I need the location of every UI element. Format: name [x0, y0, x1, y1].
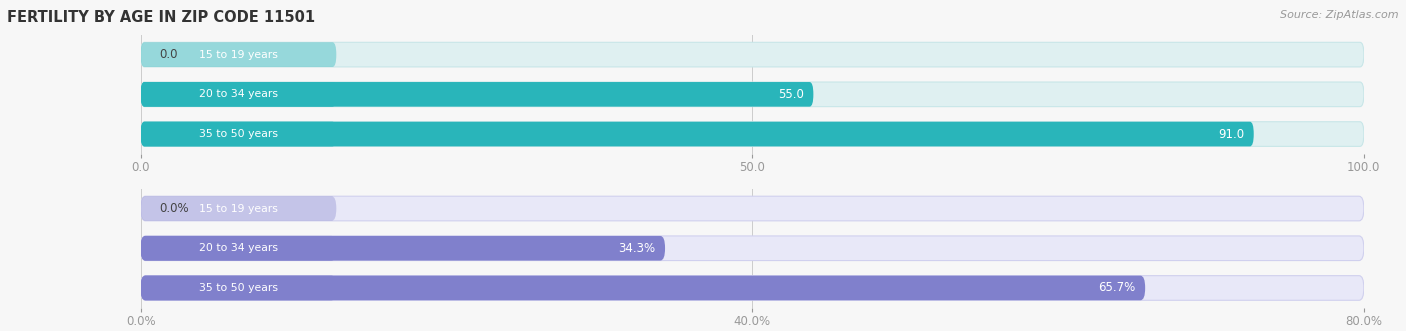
Text: 65.7%: 65.7% [1098, 281, 1136, 295]
Text: 55.0: 55.0 [778, 88, 804, 101]
FancyBboxPatch shape [141, 122, 1254, 146]
FancyBboxPatch shape [141, 42, 336, 67]
FancyBboxPatch shape [141, 122, 336, 146]
FancyBboxPatch shape [141, 196, 336, 221]
Text: FERTILITY BY AGE IN ZIP CODE 11501: FERTILITY BY AGE IN ZIP CODE 11501 [7, 10, 315, 25]
Text: 0.0: 0.0 [159, 48, 177, 61]
FancyBboxPatch shape [141, 82, 336, 107]
Text: 91.0: 91.0 [1218, 127, 1244, 141]
FancyBboxPatch shape [141, 236, 665, 260]
Text: Source: ZipAtlas.com: Source: ZipAtlas.com [1281, 10, 1399, 20]
FancyBboxPatch shape [141, 276, 336, 300]
FancyBboxPatch shape [141, 236, 1364, 260]
Text: 35 to 50 years: 35 to 50 years [200, 283, 278, 293]
FancyBboxPatch shape [141, 276, 1144, 300]
Text: 15 to 19 years: 15 to 19 years [200, 50, 278, 60]
FancyBboxPatch shape [141, 276, 1364, 300]
FancyBboxPatch shape [141, 82, 814, 107]
FancyBboxPatch shape [141, 196, 1364, 221]
Text: 20 to 34 years: 20 to 34 years [200, 89, 278, 99]
FancyBboxPatch shape [141, 122, 1364, 146]
Text: 20 to 34 years: 20 to 34 years [200, 243, 278, 253]
Text: 34.3%: 34.3% [619, 242, 655, 255]
Text: 35 to 50 years: 35 to 50 years [200, 129, 278, 139]
FancyBboxPatch shape [141, 82, 1364, 107]
FancyBboxPatch shape [141, 42, 1364, 67]
FancyBboxPatch shape [141, 236, 336, 260]
Text: 0.0%: 0.0% [159, 202, 188, 215]
Text: 15 to 19 years: 15 to 19 years [200, 204, 278, 213]
